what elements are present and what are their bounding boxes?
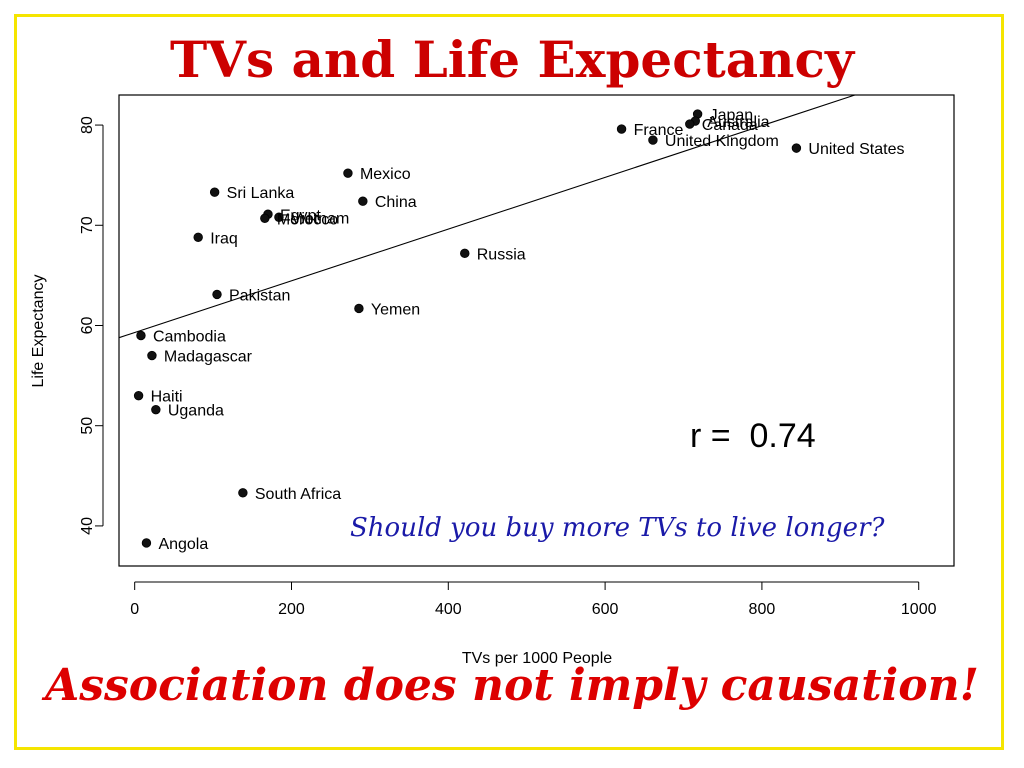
point-label: Angola [158, 536, 208, 553]
data-point [460, 248, 470, 259]
x-tick-label: 800 [749, 601, 776, 618]
data-point [354, 303, 364, 314]
data-point [212, 289, 222, 300]
data-point [343, 168, 353, 178]
data-point [648, 135, 658, 145]
y-tick-label: 70 [79, 216, 96, 234]
y-tick-label: 80 [79, 116, 96, 134]
point-label: Morocco [277, 211, 338, 228]
point-label: Vietnam [291, 210, 349, 227]
correlation-annotation: r = 0.74 [690, 417, 816, 455]
slide-frame [14, 14, 1004, 750]
point-label: Canada [702, 117, 758, 134]
point-label: France [634, 122, 684, 139]
slide-title: TVs and Life Expectancy [169, 30, 855, 89]
point-label: Japan [710, 107, 754, 124]
footer-text: Association does not imply causation! [45, 660, 979, 711]
plot-area-border [118, 94, 955, 567]
data-point [274, 212, 284, 222]
point-label: Madagascar [164, 349, 253, 366]
data-point [133, 390, 144, 401]
point-label: Egypt [280, 207, 321, 224]
point-label: Pakistan [229, 287, 290, 304]
data-point [791, 143, 802, 153]
point-label: United States [808, 141, 904, 158]
x-tick-label: 400 [435, 601, 462, 618]
question-text: Should you buy more TVs to live longer? [350, 513, 885, 543]
point-label: South Africa [255, 486, 341, 503]
point-label: Australia [707, 114, 769, 131]
y-axis-label: Life Expectancy [30, 275, 47, 388]
point-label: Haiti [151, 389, 183, 406]
point-label: Mexico [360, 166, 411, 183]
data-point [209, 187, 220, 197]
data-point [193, 232, 203, 243]
axes-group: 0 200 400 600 800 1000 40 50 60 70 80 [79, 116, 937, 618]
y-tick-label: 40 [79, 517, 96, 535]
y-tick-label: 60 [79, 316, 96, 334]
regression-line-group [118, 94, 856, 339]
data-point [238, 488, 248, 498]
y-tick-label: 50 [79, 417, 96, 435]
x-tick-label: 600 [592, 601, 619, 618]
point-label: Russia [477, 246, 526, 263]
x-tick-label: 0 [130, 601, 139, 618]
data-point [358, 196, 368, 206]
point-label: Cambodia [153, 329, 226, 346]
data-point [685, 119, 695, 129]
point-label: Yemen [371, 301, 420, 318]
data-point [147, 350, 157, 361]
point-label: Sri Lanka [227, 185, 295, 202]
regression-line [118, 94, 856, 339]
data-point [260, 213, 270, 223]
point-label: Uganda [168, 403, 224, 420]
data-point [616, 124, 627, 134]
data-point [141, 538, 152, 548]
x-axis-label: TVs per 1000 People [462, 650, 612, 667]
x-tick-label: 1000 [901, 601, 937, 618]
x-tick-label: 200 [278, 601, 305, 618]
data-point [151, 404, 161, 415]
data-point [136, 330, 146, 341]
point-label: United Kingdom [665, 133, 779, 150]
point-label: China [375, 194, 417, 211]
point-label: Iraq [210, 230, 238, 247]
